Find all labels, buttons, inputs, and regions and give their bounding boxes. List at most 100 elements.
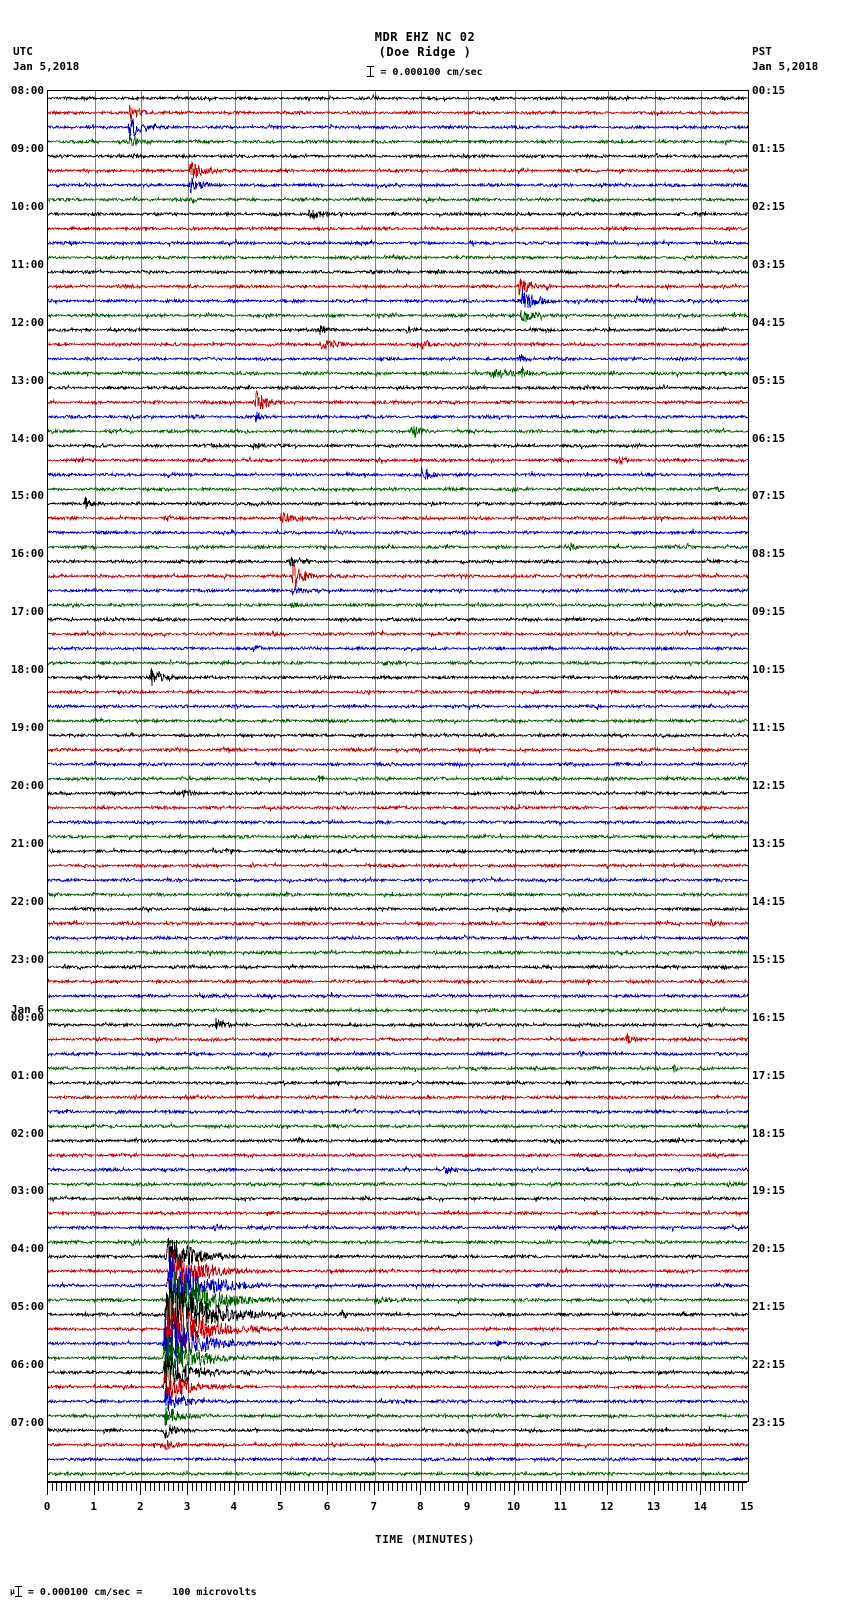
scale-bar-icon <box>367 66 374 77</box>
utc-hour-label: 23:00 <box>0 953 44 966</box>
x-axis-title: TIME (MINUTES) <box>0 1533 850 1546</box>
seismic-trace <box>48 877 748 884</box>
seismic-trace <box>48 391 748 409</box>
pst-hour-label: 06:15 <box>752 432 848 445</box>
seismic-trace <box>48 119 748 136</box>
seismic-trace <box>48 426 748 438</box>
seismic-trace <box>48 587 748 596</box>
x-axis-tick-label: 1 <box>90 1500 97 1513</box>
seismic-trace <box>48 834 748 840</box>
seismic-trace <box>48 919 748 926</box>
seismic-trace <box>48 1108 748 1114</box>
pst-hour-label: 17:15 <box>752 1069 848 1082</box>
seismic-trace <box>48 310 748 322</box>
seismic-trace <box>48 906 748 912</box>
seismic-trace <box>48 340 748 349</box>
utc-hour-label: 03:00 <box>0 1184 44 1197</box>
scale-legend-text: = 0.000100 cm/sec <box>380 67 482 78</box>
seismic-trace <box>48 1095 748 1101</box>
seismic-trace <box>48 1239 748 1246</box>
x-axis-tick-label: 8 <box>417 1500 424 1513</box>
seismic-trace <box>48 385 748 390</box>
utc-hour-label: 20:00 <box>0 779 44 792</box>
pst-date-label: Jan 5,2018 <box>752 60 818 73</box>
seismic-trace <box>48 443 748 450</box>
pst-hour-label: 13:15 <box>752 837 848 850</box>
seismic-trace <box>48 1283 748 1342</box>
pst-hour-label: 03:15 <box>752 258 848 271</box>
pst-hour-label: 10:15 <box>752 663 848 676</box>
utc-hour-label: 09:00 <box>0 142 44 155</box>
x-axis-tick-label: 12 <box>600 1500 613 1513</box>
x-axis-tick-label: 3 <box>184 1500 191 1513</box>
seismic-trace <box>48 1224 748 1231</box>
pst-hour-label: 02:15 <box>752 200 848 213</box>
seismic-trace <box>48 354 748 361</box>
seismic-trace <box>48 513 748 523</box>
pst-hour-label: 09:15 <box>752 605 848 618</box>
pst-timezone-label: PST <box>752 45 772 58</box>
station-name: (Doe Ridge ) <box>0 45 850 59</box>
seismic-trace <box>48 747 748 753</box>
seismic-trace <box>48 412 748 423</box>
pst-hour-label: 19:15 <box>752 1184 848 1197</box>
seismic-trace <box>48 326 748 335</box>
x-axis-tick-label: 7 <box>370 1500 377 1513</box>
seismic-trace <box>48 240 748 247</box>
utc-hour-label: 01:00 <box>0 1069 44 1082</box>
seismic-trace <box>48 602 748 608</box>
seismic-trace <box>48 1356 748 1391</box>
seismic-trace <box>48 210 748 220</box>
seismic-trace <box>48 892 748 898</box>
seismic-trace <box>48 178 748 193</box>
utc-date-label: Jan 5,2018 <box>13 60 79 73</box>
scale-legend: = 0.000100 cm/sec <box>0 66 850 78</box>
pst-hour-label: 12:15 <box>752 779 848 792</box>
seismic-trace <box>48 1389 748 1412</box>
pst-hour-label: 01:15 <box>752 142 848 155</box>
pst-hour-label: 20:15 <box>752 1242 848 1255</box>
seismic-trace <box>48 1137 748 1144</box>
seismic-trace <box>48 1373 748 1399</box>
seismic-trace <box>48 1065 748 1073</box>
footer-scale-legend: μ = 0.000100 cm/sec = 100 microvolts <box>10 1586 257 1598</box>
utc-hour-label: 16:00 <box>0 547 44 560</box>
seismic-trace <box>48 278 748 295</box>
helicorder-page: MDR EHZ NC 02 (Doe Ridge ) = 0.000100 cm… <box>0 0 850 1613</box>
utc-hour-label: 05:00 <box>0 1300 44 1313</box>
seismic-trace <box>48 1440 748 1450</box>
seismic-trace <box>48 1182 748 1187</box>
seismic-trace <box>48 134 748 145</box>
seismic-trace <box>48 1153 748 1158</box>
utc-hour-label: 04:00 <box>0 1242 44 1255</box>
x-axis-tick-label: 13 <box>647 1500 660 1513</box>
seismic-trace <box>48 1300 748 1360</box>
x-axis-tick-label: 11 <box>554 1500 567 1513</box>
utc-hour-label: 02:00 <box>0 1127 44 1140</box>
seismic-trace <box>48 1255 748 1312</box>
seismic-trace <box>48 153 748 159</box>
seismic-trace <box>48 1457 748 1462</box>
seismic-trace <box>48 690 748 695</box>
seismic-trace <box>48 704 748 710</box>
seismic-trace <box>48 1312 748 1370</box>
seismic-trace <box>48 563 748 587</box>
utc-hour-label: 13:00 <box>0 374 44 387</box>
seismic-trace <box>48 269 748 275</box>
pst-hour-label: 15:15 <box>752 953 848 966</box>
pst-hour-label: 23:15 <box>752 1416 848 1429</box>
utc-timezone-label: UTC <box>13 45 33 58</box>
seismic-trace <box>48 290 748 308</box>
seismic-trace <box>48 820 748 825</box>
utc-hour-label: 19:00 <box>0 721 44 734</box>
seismic-trace <box>48 804 748 811</box>
seismic-trace <box>48 1425 748 1439</box>
seismic-trace <box>48 668 748 686</box>
x-axis: 0123456789101112131415 <box>47 1482 747 1528</box>
utc-hour-label: 00:00 <box>0 1011 44 1024</box>
x-axis-tick-label: 5 <box>277 1500 284 1513</box>
pst-hour-label: 16:15 <box>752 1011 848 1024</box>
pst-hour-label: 00:15 <box>752 84 848 97</box>
seismic-trace <box>48 761 748 767</box>
pst-hour-label: 08:15 <box>752 547 848 560</box>
